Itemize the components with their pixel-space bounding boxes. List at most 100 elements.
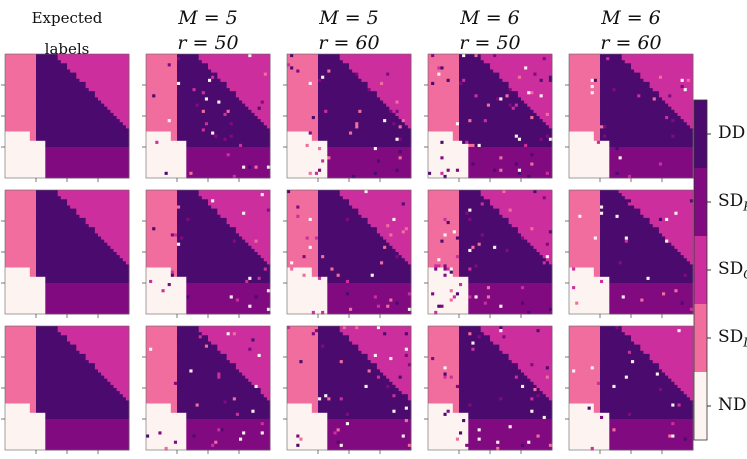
heatmap-cell-run	[683, 119, 694, 123]
heatmap-cell-run	[318, 125, 356, 129]
heatmap-cell-run	[290, 66, 294, 70]
heatmap-cell-run	[287, 81, 310, 86]
heatmap-cell-run	[76, 72, 130, 77]
heatmap-cell-run	[600, 230, 660, 234]
heatmap-cell-run	[170, 409, 178, 414]
heatmap-cell-run	[287, 350, 319, 355]
heatmap-cell-run	[192, 171, 271, 176]
heatmap-cell-run	[600, 190, 619, 194]
heatmap-cell-run	[146, 301, 187, 306]
heatmap-cell-run	[146, 400, 178, 404]
heatmap-cell-run	[318, 85, 368, 89]
heatmap-cell-run	[45, 171, 130, 176]
heatmap-cell-run	[376, 353, 406, 358]
heatmap-cell-run	[287, 276, 319, 281]
heatmap-cell-run	[437, 267, 444, 271]
heatmap-cell-run	[229, 224, 271, 228]
heatmap-cell-run	[640, 75, 660, 80]
heatmap-cell-run	[459, 221, 509, 225]
heatmap-cell-run	[146, 208, 178, 213]
heatmap-cell-run	[609, 443, 694, 448]
heatmap-cell-run	[609, 301, 681, 306]
heatmap-cell-run	[431, 81, 435, 86]
heatmap-cell-run	[146, 295, 187, 299]
heatmap-cell-run	[600, 227, 660, 231]
heatmap-cell-run	[177, 394, 265, 398]
heatmap-cell-run	[287, 217, 310, 222]
heatmap-cell-run	[652, 360, 694, 364]
heatmap-cell-run	[60, 196, 130, 200]
heatmap-cell-run	[459, 193, 482, 197]
colorbar-label-1: SDR	[718, 191, 747, 213]
heatmap-cell-run	[468, 159, 553, 163]
heatmap-cell-run	[5, 100, 37, 104]
heatmap-cell-run	[5, 283, 46, 287]
heatmap-cell-run	[355, 122, 359, 126]
heatmap-cell-run	[569, 415, 601, 420]
heatmap-cell-run	[364, 384, 368, 389]
heatmap-cell-run	[287, 239, 319, 244]
heatmap-cell-run	[600, 335, 632, 339]
heatmap-cell-run	[499, 168, 503, 173]
heatmap-cell-run	[5, 415, 46, 420]
heatmap-cell-run	[211, 205, 271, 209]
heatmap-cell-run	[177, 202, 209, 206]
heatmap-cell-run	[468, 168, 494, 173]
heatmap-cell-run	[376, 147, 412, 151]
heatmap-cell-run	[569, 153, 610, 157]
heatmap-cell-run	[600, 128, 694, 132]
heatmap-cell-run	[452, 375, 460, 380]
heatmap-cell-run	[287, 227, 319, 231]
heatmap-cell-run	[5, 310, 46, 315]
heatmap-cell-run	[603, 134, 607, 139]
heatmap-cell-run	[5, 147, 46, 151]
heatmap-cell-run	[539, 78, 544, 83]
heatmap-cell-run	[186, 434, 193, 438]
heatmap-cell-run	[45, 412, 130, 417]
heatmap-cell-run	[146, 261, 178, 265]
heatmap-cell-run	[545, 57, 553, 61]
heatmap-cell-run	[327, 425, 412, 429]
heatmap-cell-run	[245, 103, 271, 108]
heatmap-cell-run	[569, 252, 601, 256]
heatmap-cell-run	[146, 162, 187, 166]
heatmap-cell-run	[287, 202, 319, 206]
heatmap-cell-run	[428, 378, 460, 383]
heatmap-cell-run	[689, 125, 694, 129]
heatmap-cell-run	[311, 116, 316, 120]
heatmap-cell-run	[428, 227, 460, 231]
heatmap-cell-run	[36, 344, 77, 349]
heatmap-cell-run	[471, 162, 475, 166]
heatmap-cell-run	[468, 211, 500, 216]
heatmap-cell-run	[428, 258, 438, 262]
heatmap-cell-run	[5, 156, 46, 160]
heatmap-cell-run	[524, 143, 528, 148]
heatmap-cell-run	[201, 332, 227, 336]
heatmap-cell-run	[533, 409, 553, 414]
column-header-line2: labels	[44, 40, 90, 58]
heatmap-cell-run	[569, 329, 601, 333]
heatmap-cell-run	[220, 350, 271, 355]
heatmap-cell-run	[146, 437, 187, 442]
heatmap-cell-run	[468, 162, 472, 166]
heatmap-cell-run	[392, 109, 396, 114]
heatmap-cell-run	[314, 332, 319, 336]
heatmap-cell-run	[251, 338, 255, 342]
heatmap-cell-run	[229, 109, 252, 114]
heatmap-cell-run	[459, 217, 469, 222]
heatmap-cell-run	[5, 239, 37, 244]
heatmap-cell-run	[36, 224, 90, 228]
heatmap-cell-run	[287, 279, 328, 284]
heatmap-cell-run	[665, 217, 669, 222]
heatmap-cell-run	[615, 88, 654, 92]
heatmap-cell-run	[36, 363, 96, 367]
heatmap-cell-run	[536, 394, 540, 398]
heatmap-cell-run	[195, 103, 200, 108]
heatmap-cell-run	[569, 347, 601, 352]
heatmap-cell-run	[321, 276, 328, 281]
heatmap-cell-run	[45, 437, 130, 442]
heatmap-cell-run	[404, 347, 409, 352]
heatmap-cell-run	[287, 363, 319, 367]
heatmap-cell-run	[459, 103, 488, 108]
